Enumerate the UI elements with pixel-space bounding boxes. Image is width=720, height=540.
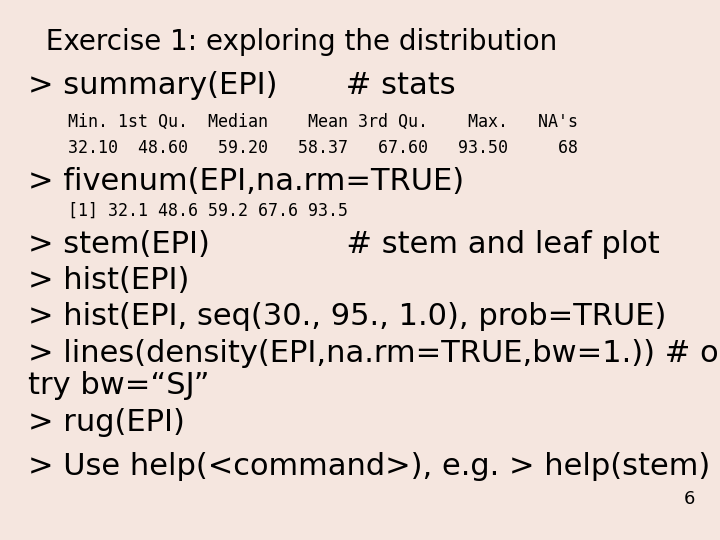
Text: > rug(EPI): > rug(EPI) bbox=[28, 408, 185, 437]
Text: > lines(density(EPI,na.rm=TRUE,bw=1.)) # or: > lines(density(EPI,na.rm=TRUE,bw=1.)) #… bbox=[28, 340, 720, 368]
Text: > summary(EPI)       # stats: > summary(EPI) # stats bbox=[28, 71, 456, 100]
Text: > hist(EPI): > hist(EPI) bbox=[28, 266, 189, 295]
Text: > fivenum(EPI,na.rm=TRUE): > fivenum(EPI,na.rm=TRUE) bbox=[28, 167, 464, 197]
Text: try bw=“SJ”: try bw=“SJ” bbox=[28, 370, 210, 400]
Text: > hist(EPI, seq(30., 95., 1.0), prob=TRUE): > hist(EPI, seq(30., 95., 1.0), prob=TRU… bbox=[28, 302, 667, 331]
Text: Min. 1st Qu.  Median    Mean 3rd Qu.    Max.   NA's: Min. 1st Qu. Median Mean 3rd Qu. Max. NA… bbox=[28, 113, 578, 131]
Text: > Use help(<command>), e.g. > help(stem): > Use help(<command>), e.g. > help(stem) bbox=[28, 453, 711, 482]
Text: [1] 32.1 48.6 59.2 67.6 93.5: [1] 32.1 48.6 59.2 67.6 93.5 bbox=[28, 201, 348, 219]
Text: 32.10  48.60   59.20   58.37   67.60   93.50     68: 32.10 48.60 59.20 58.37 67.60 93.50 68 bbox=[28, 139, 578, 157]
Text: Exercise 1: exploring the distribution: Exercise 1: exploring the distribution bbox=[28, 28, 557, 56]
Text: > stem(EPI)              # stem and leaf plot: > stem(EPI) # stem and leaf plot bbox=[28, 230, 660, 259]
Text: 6: 6 bbox=[684, 490, 696, 509]
